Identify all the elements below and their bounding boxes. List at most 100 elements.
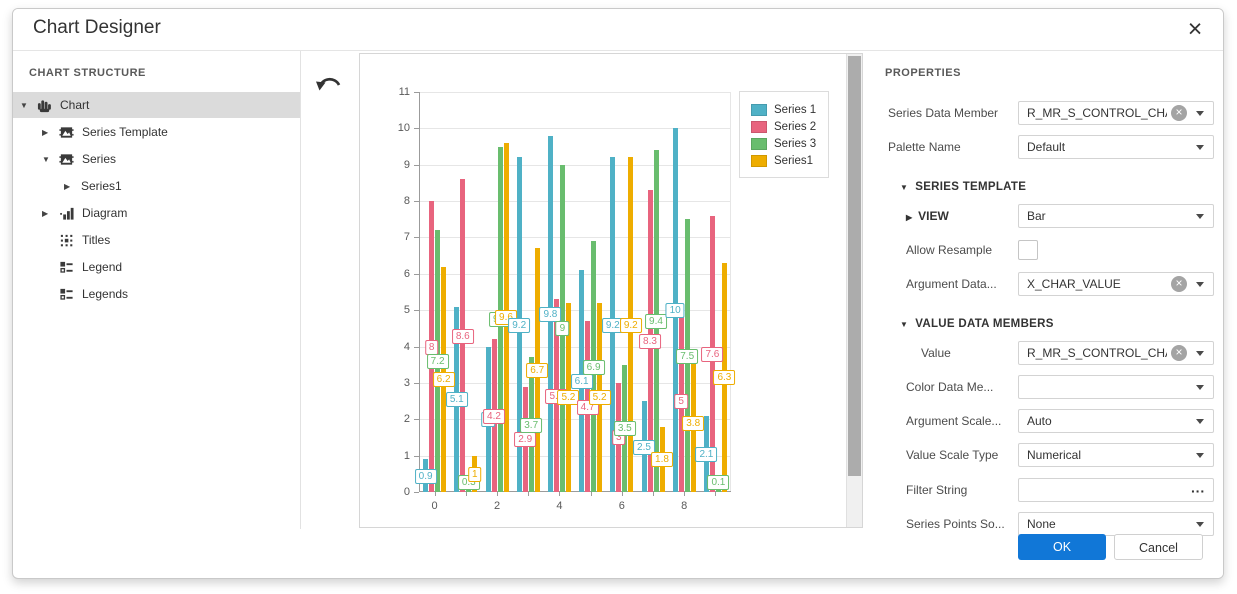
properties-header: PROPERTIES	[885, 67, 961, 79]
y-tick-label: 2	[403, 413, 410, 426]
tree-item-chart[interactable]: ▼ Chart	[13, 92, 300, 118]
clear-value-icon[interactable]: ×	[1171, 344, 1187, 361]
x-tick	[528, 492, 530, 496]
cancel-button[interactable]: Cancel	[1114, 534, 1203, 560]
y-tick	[414, 346, 419, 348]
tree-item-series-template[interactable]: ▶ Series Template	[13, 119, 300, 145]
tree-item-legends[interactable]: Legends	[13, 281, 300, 307]
bar-value-label: 1	[468, 466, 482, 482]
bar-value-label: 9.2	[619, 317, 642, 333]
bar-value-label: 5	[674, 394, 688, 410]
legend-item-series-2[interactable]: Series 2	[751, 118, 828, 135]
filter-string-dropdown[interactable]: ···	[1018, 477, 1214, 502]
tree-item-series[interactable]: ▼ Series	[13, 146, 300, 172]
bar-value-label: 0.9	[414, 468, 437, 484]
value-dropdown[interactable]: R_MR_S_CONTROL_CHART_LI... ×	[1018, 340, 1214, 365]
legend-item-series-3[interactable]: Series 3	[751, 135, 828, 152]
series-icon	[59, 152, 75, 167]
value-scale-type-dropdown[interactable]: Numerical	[1018, 443, 1214, 468]
bar-series-3-x9[interactable]	[715, 488, 721, 492]
color-data-me-dropdown[interactable]	[1018, 374, 1214, 399]
tree-item-legend[interactable]: Legend	[13, 254, 300, 280]
prop-row-argument-data: Argument Data... X_CHAR_VALUE ×	[863, 272, 1223, 297]
tree-item-label: Legends	[82, 287, 129, 301]
series-points-so-dropdown[interactable]: None	[1018, 512, 1214, 536]
legend-label: Series1	[774, 154, 813, 167]
prop-label-value: Value	[921, 345, 951, 360]
chevron-down-icon[interactable]	[1196, 350, 1204, 356]
y-tick-label: 9	[403, 158, 410, 171]
tree-expand-arrow[interactable]: ▼	[42, 154, 50, 164]
chevron-down-icon[interactable]	[1196, 453, 1204, 459]
prop-row-view: ▶ VIEW Bar	[863, 203, 1223, 228]
tree-item-diagram[interactable]: ▶ Diagram	[13, 200, 300, 226]
section-title: ▼ SERIES TEMPLATE	[900, 180, 1027, 193]
clear-value-icon[interactable]: ×	[1171, 105, 1187, 121]
expand-arrow[interactable]: ▶	[906, 212, 913, 222]
bar-value-label: 9	[555, 321, 570, 337]
legend-swatch	[751, 137, 767, 150]
chevron-down-icon[interactable]	[1196, 213, 1204, 219]
argument-scale-dropdown[interactable]: Auto	[1018, 409, 1214, 434]
chevron-down-icon[interactable]	[1196, 282, 1204, 288]
bar-value-label: 10	[665, 303, 685, 319]
close-icon[interactable]: ×	[1187, 15, 1203, 43]
section-series-template[interactable]: ▼ SERIES TEMPLATE	[863, 177, 1223, 201]
tree-expand-arrow[interactable]: ▶	[42, 208, 49, 218]
titlebar: Chart Designer ×	[13, 9, 1223, 51]
prop-label-filter-string: Filter String	[906, 482, 968, 497]
tree-item-series1[interactable]: ▶ Series1	[13, 173, 300, 199]
clear-value-icon[interactable]: ×	[1171, 276, 1187, 293]
y-axis-line	[419, 92, 420, 492]
chevron-down-icon[interactable]	[1196, 145, 1204, 151]
palette-name-dropdown[interactable]: Default	[1018, 135, 1214, 160]
prop-label-allow-resample: Allow Resample	[906, 242, 993, 257]
bar-value-label: 2.9	[514, 432, 537, 448]
argument-data-dropdown[interactable]: X_CHAR_VALUE ×	[1018, 272, 1214, 297]
bar-value-label: 6.2	[432, 372, 455, 388]
bar-value-label: 4.2	[483, 408, 505, 424]
allow-resample-checkbox[interactable]	[1018, 239, 1038, 260]
tree-item-label: Legend	[82, 260, 123, 274]
legend-icon	[59, 287, 75, 302]
y-tick	[414, 310, 419, 312]
field-value: Default	[1027, 140, 1066, 155]
chevron-down-icon[interactable]	[1196, 419, 1204, 425]
y-tick	[414, 201, 419, 203]
field-value: Auto	[1027, 414, 1052, 429]
x-tick-label: 0	[431, 500, 438, 512]
tree-expand-arrow[interactable]: ▶	[64, 181, 71, 191]
legend-item-series1[interactable]: Series1	[751, 152, 828, 169]
tree-expand-arrow[interactable]: ▼	[20, 100, 28, 110]
chart-preview-panel: 0 1 2 3 4 5 6 7 8 9 10 11 0 2 4 6 8 0.9 8 7.2 6.2 5.1 8.6 0.3 1 4…	[359, 53, 863, 528]
vertical-scrollbar[interactable]	[846, 54, 862, 527]
y-tick-label: 4	[403, 340, 410, 353]
bar-value-label: 6.3	[713, 370, 736, 386]
legend-item-series-1[interactable]: Series 1	[751, 101, 828, 118]
tree-expand-arrow[interactable]: ▶	[42, 127, 49, 137]
gridline	[419, 310, 731, 312]
ellipsis-icon[interactable]: ···	[1191, 482, 1205, 499]
chevron-down-icon[interactable]	[1196, 384, 1204, 390]
prop-row-allow-resample: Allow Resample	[863, 238, 1223, 262]
scrollbar-thumb[interactable]	[848, 56, 861, 476]
prop-label-palette-name: Palette Name	[888, 140, 961, 155]
undo-icon[interactable]	[315, 71, 345, 99]
prop-label-view: ▶ VIEW	[906, 208, 949, 223]
x-tick	[465, 492, 467, 496]
ok-button[interactable]: OK	[1018, 534, 1106, 560]
section-value-data-members[interactable]: ▼ VALUE DATA MEMBERS	[863, 314, 1223, 338]
tree-item-titles[interactable]: Titles	[13, 227, 300, 253]
chevron-down-icon[interactable]	[1196, 522, 1204, 527]
section-collapse-arrow[interactable]: ▼	[900, 319, 909, 329]
series-data-member-dropdown[interactable]: R_MR_S_CONTROL_CHART_LI... ×	[1018, 101, 1214, 125]
bar-value-label: 7.5	[676, 348, 699, 364]
prop-label-argument-data: Argument Data...	[906, 277, 997, 292]
x-tick	[590, 492, 592, 496]
section-collapse-arrow[interactable]: ▼	[900, 182, 909, 192]
legend-swatch	[751, 120, 767, 133]
chevron-down-icon[interactable]	[1196, 111, 1204, 116]
gridline	[419, 201, 731, 203]
view-dropdown[interactable]: Bar	[1018, 203, 1214, 228]
legend-label: Series 2	[774, 120, 817, 133]
